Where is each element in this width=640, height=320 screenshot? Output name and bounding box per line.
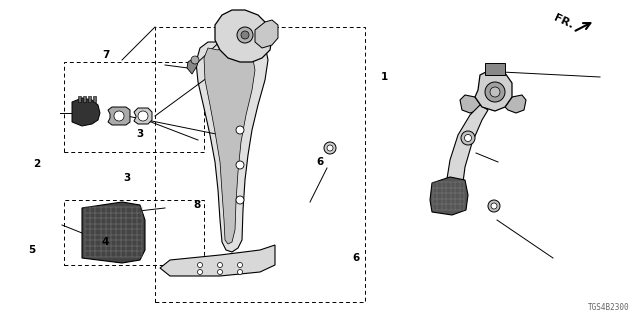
Text: 3: 3 bbox=[136, 129, 143, 140]
Circle shape bbox=[191, 56, 199, 64]
Text: 1: 1 bbox=[380, 72, 388, 82]
Circle shape bbox=[198, 262, 202, 268]
Polygon shape bbox=[505, 95, 526, 113]
Circle shape bbox=[465, 134, 472, 141]
Circle shape bbox=[324, 142, 336, 154]
Text: 3: 3 bbox=[123, 173, 131, 183]
Bar bbox=[78, 96, 81, 102]
Bar bbox=[64, 62, 204, 152]
Circle shape bbox=[485, 82, 505, 102]
Polygon shape bbox=[82, 202, 145, 263]
Circle shape bbox=[241, 31, 249, 39]
Text: 4: 4 bbox=[102, 236, 109, 247]
Circle shape bbox=[236, 196, 244, 204]
Circle shape bbox=[236, 161, 244, 169]
Circle shape bbox=[218, 262, 223, 268]
Text: 6: 6 bbox=[316, 156, 324, 167]
Text: FR.: FR. bbox=[552, 12, 575, 30]
Polygon shape bbox=[72, 98, 100, 126]
Polygon shape bbox=[160, 245, 275, 276]
Text: TGS4B2300: TGS4B2300 bbox=[588, 303, 630, 312]
Circle shape bbox=[461, 131, 475, 145]
Bar bbox=[485, 63, 505, 75]
Polygon shape bbox=[460, 95, 482, 113]
Circle shape bbox=[236, 126, 244, 134]
Polygon shape bbox=[204, 42, 255, 244]
Circle shape bbox=[490, 87, 500, 97]
Circle shape bbox=[218, 269, 223, 275]
Circle shape bbox=[138, 111, 148, 121]
Polygon shape bbox=[187, 58, 198, 74]
Circle shape bbox=[237, 262, 243, 268]
Bar bbox=[88, 96, 91, 102]
Polygon shape bbox=[134, 108, 152, 124]
Polygon shape bbox=[108, 107, 130, 125]
Polygon shape bbox=[215, 10, 272, 62]
Polygon shape bbox=[446, 105, 488, 203]
Bar bbox=[155, 27, 365, 302]
Circle shape bbox=[237, 27, 253, 43]
Circle shape bbox=[327, 145, 333, 151]
Circle shape bbox=[198, 269, 202, 275]
Text: 7: 7 bbox=[102, 50, 110, 60]
Circle shape bbox=[488, 200, 500, 212]
Circle shape bbox=[491, 203, 497, 209]
Bar bbox=[64, 200, 204, 265]
Circle shape bbox=[114, 111, 124, 121]
Text: 2: 2 bbox=[33, 159, 40, 169]
Circle shape bbox=[237, 269, 243, 275]
Bar bbox=[83, 96, 86, 102]
Bar bbox=[93, 96, 96, 102]
Polygon shape bbox=[255, 20, 278, 48]
Polygon shape bbox=[430, 177, 468, 215]
Polygon shape bbox=[475, 70, 512, 111]
Text: 5: 5 bbox=[28, 245, 36, 255]
Text: 6: 6 bbox=[352, 253, 360, 263]
Text: 8: 8 bbox=[193, 200, 201, 211]
Polygon shape bbox=[196, 30, 268, 252]
